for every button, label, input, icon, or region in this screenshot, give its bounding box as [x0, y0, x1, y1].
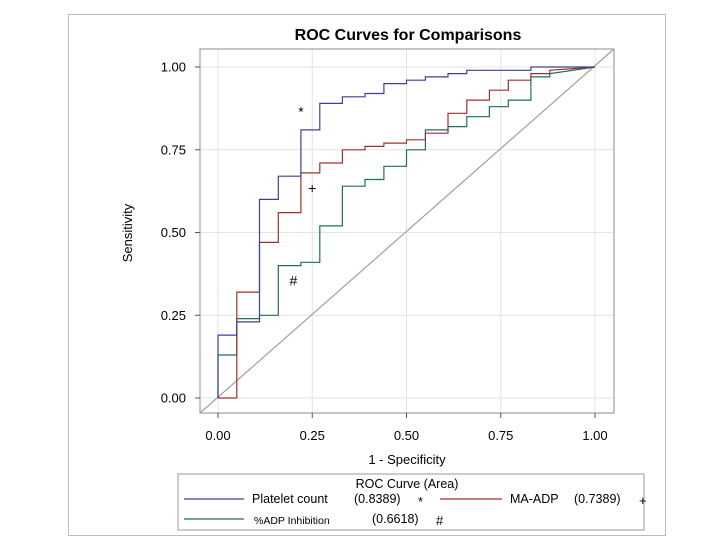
roc-series — [217, 66, 596, 399]
legend-label-adp-inhibition: %ADP Inhibition — [254, 515, 330, 527]
annotation-marker: * — [298, 104, 304, 120]
x-tick-label: 0.00 — [205, 428, 230, 443]
x-axis-label: 1 - Specificity — [368, 452, 446, 467]
chart-title: ROC Curves for Comparisons — [295, 27, 522, 44]
legend-area-ma-adp: (0.7389) — [574, 492, 621, 506]
y-tick-label: 0.75 — [161, 142, 186, 157]
legend-item-adp-inhibition: %ADP Inhibition (0.6618) # — [184, 512, 444, 528]
x-tick-label: 0.50 — [394, 428, 419, 443]
figure-frame — [68, 14, 666, 536]
series-line-platelet-count — [217, 66, 595, 398]
y-tick-label: 0.00 — [161, 391, 186, 406]
y-tick-label: 1.00 — [161, 60, 186, 75]
x-tick-label: 0.75 — [488, 428, 513, 443]
y-axis-ticks: 0.00 0.25 0.50 0.75 1.00 — [161, 60, 200, 406]
legend-marker-platelet-count: * — [418, 494, 423, 509]
legend-area-adp-inhibition: (0.6618) — [372, 512, 419, 526]
legend-label-ma-adp: MA-ADP — [510, 492, 559, 506]
y-tick-label: 0.25 — [161, 308, 186, 323]
x-tick-label: 0.25 — [300, 428, 325, 443]
annotation-marker: # — [290, 272, 298, 288]
series-line-ma-adp — [218, 66, 596, 399]
legend-item-platelet-count: Platelet count (0.8389) * — [184, 492, 423, 509]
legend-marker-adp-inhibition: # — [436, 513, 444, 528]
legend-item-ma-adp: MA-ADP (0.7389) + — [440, 492, 647, 508]
curve-annotations: * + # — [290, 104, 317, 289]
legend-area-platelet-count: (0.8389) — [354, 492, 401, 506]
y-tick-label: 0.50 — [161, 225, 186, 240]
legend-label-platelet-count: Platelet count — [252, 492, 328, 506]
legend-box — [177, 473, 645, 531]
annotation-marker: + — [308, 180, 316, 196]
legend-title: ROC Curve (Area) — [356, 477, 459, 491]
series-line-adp-inhibition — [217, 66, 596, 398]
x-tick-label: 1.00 — [582, 428, 607, 443]
legend-marker-ma-adp: + — [639, 493, 647, 508]
reference-line — [199, 48, 615, 414]
x-axis-ticks: 0.00 0.25 0.50 0.75 1.00 — [205, 413, 608, 443]
y-axis-label: Sensitivity — [120, 203, 135, 262]
reference-diagonal — [199, 48, 615, 414]
